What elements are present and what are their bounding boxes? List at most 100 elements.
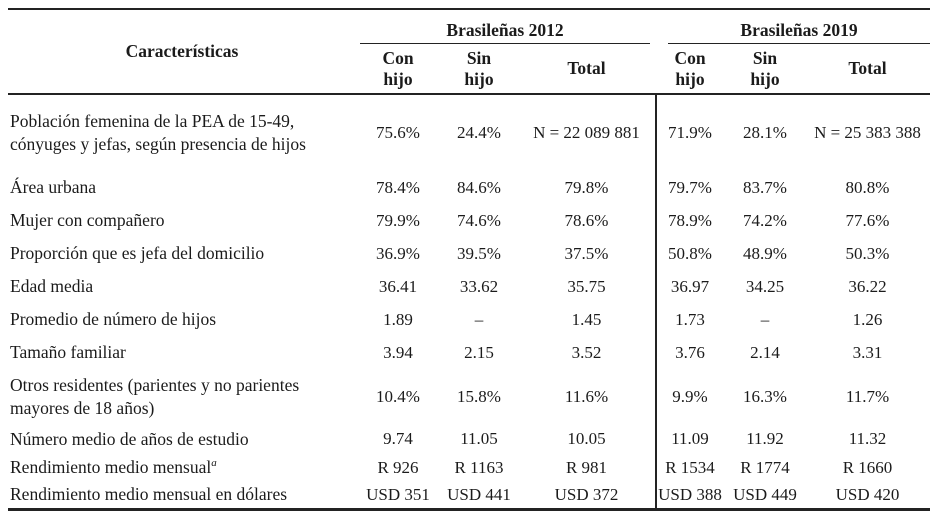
cell-2019-total: 36.22: [848, 276, 887, 296]
subheader-sin-hijo-2012: Sin hijo: [464, 48, 494, 89]
table-row-anos-de-estudio: Número medio de años de estudio 9.74 11.…: [8, 424, 930, 454]
cell-2019-total: N = 25 383 388: [814, 123, 921, 142]
row-label: Otros residentes (parientes y no parient…: [10, 374, 300, 418]
row-label: Promedio de número de hijos: [10, 309, 217, 330]
cell-2019-total: 50.3%: [845, 243, 890, 263]
cell-2019-total: R 1660: [842, 457, 893, 477]
cell-2012-con-hijo: 10.4%: [376, 386, 420, 406]
row-label: Área urbana: [10, 177, 96, 198]
group-header-brasilenas-2019: Brasileñas 2019: [668, 10, 930, 44]
cell-2019-con-hijo: 79.7%: [668, 177, 712, 197]
table-row-mujer-con-companero: Mujer con compañero 79.9% 74.6% 78.6% 78…: [8, 204, 930, 237]
cell-2012-sin-hijo: –: [474, 309, 484, 329]
table-row-poblacion-femenina: Población femenina de la PEA de 15-49, c…: [8, 95, 930, 171]
cell-2012-con-hijo: 1.89: [383, 309, 413, 329]
cell-2012-total: 78.6%: [564, 210, 609, 230]
subheader-sin-hijo-2019: Sin hijo: [750, 48, 780, 89]
row-label: Número medio de años de estudio: [10, 428, 249, 449]
cell-2012-total: USD 372: [554, 484, 619, 504]
cell-2012-total: 79.8%: [564, 177, 609, 197]
cell-2019-con-hijo: 71.9%: [668, 123, 712, 142]
subheader-con-hijo-2012: Con hijo: [382, 48, 414, 89]
cell-2012-con-hijo: 9.74: [383, 429, 413, 448]
row-label: Rendimiento medio mensual en dólares: [10, 484, 288, 505]
cell-2012-total: 11.6%: [564, 386, 609, 406]
subheader-con-hijo-2019: Con hijo: [674, 48, 706, 89]
cell-2012-sin-hijo: 39.5%: [457, 243, 501, 263]
cell-2019-con-hijo: 11.09: [671, 429, 709, 448]
table-row-otros-residentes: Otros residentes (parientes y no parient…: [8, 369, 930, 424]
row-label: Proporción que es jefa del domicilio: [10, 243, 265, 264]
cell-2019-sin-hijo: R 1774: [740, 457, 790, 477]
cell-2012-sin-hijo: 74.6%: [457, 210, 501, 230]
group-header-brasilenas-2012: Brasileñas 2012: [360, 10, 650, 44]
cell-2019-sin-hijo: 28.1%: [743, 123, 787, 142]
cell-2012-con-hijo: 78.4%: [376, 177, 420, 197]
cell-2019-total: 11.32: [848, 429, 887, 448]
group-header-2012-label: Brasileñas 2012: [446, 20, 564, 40]
cell-2019-con-hijo: R 1534: [665, 457, 715, 477]
group-header-2019-label: Brasileñas 2019: [740, 20, 858, 40]
cell-2019-total: 77.6%: [845, 210, 890, 230]
cell-2012-total: 1.45: [571, 309, 602, 329]
cell-2019-total: 3.31: [852, 342, 883, 362]
cell-2012-total: 35.75: [567, 276, 606, 296]
cell-2012-sin-hijo: USD 441: [447, 484, 511, 504]
cell-2012-con-hijo: 3.94: [383, 342, 413, 362]
table-row-tamano-familiar: Tamaño familiar 3.94 2.15 3.52 3.76 2.14…: [8, 336, 930, 369]
cell-2012-sin-hijo: 2.15: [464, 342, 494, 362]
cell-2012-con-hijo: 36.41: [378, 276, 418, 296]
cell-2019-con-hijo: 78.9%: [668, 210, 712, 230]
row-label: Rendimiento medio mensuala: [10, 457, 217, 478]
cell-2019-con-hijo: 36.97: [670, 276, 710, 296]
cell-2012-sin-hijo: 24.4%: [457, 123, 501, 142]
cell-2019-con-hijo: 9.9%: [672, 386, 708, 406]
subheader-total-2019: Total: [848, 58, 887, 79]
subheader-total-2012: Total: [567, 58, 606, 79]
row-label: Edad media: [10, 276, 94, 297]
cell-2012-total: 10.05: [567, 429, 606, 448]
cell-2012-con-hijo: 75.6%: [376, 123, 420, 142]
year-group-divider: [655, 95, 657, 508]
table-row-promedio-hijos: Promedio de número de hijos 1.89 – 1.45 …: [8, 303, 930, 336]
row-label: Tamaño familiar: [10, 342, 126, 363]
cell-2019-total: 11.7%: [845, 386, 890, 406]
cell-2012-total: R 981: [565, 457, 608, 477]
table-body: Población femenina de la PEA de 15-49, c…: [8, 95, 930, 508]
cell-2019-sin-hijo: 16.3%: [743, 386, 787, 406]
cell-2019-sin-hijo: 74.2%: [743, 210, 787, 230]
cell-2012-con-hijo: R 926: [377, 457, 419, 477]
table-row-jefa-del-domicilio: Proporción que es jefa del domicilio 36.…: [8, 237, 930, 270]
cell-2012-con-hijo: 36.9%: [376, 243, 420, 263]
table-row-rendimiento-dolares: Rendimiento medio mensual en dólares USD…: [8, 481, 930, 508]
cell-2012-sin-hijo: 84.6%: [457, 177, 501, 197]
row-label: Población femenina de la PEA de 15-49, c…: [10, 111, 306, 154]
cell-2012-sin-hijo: 11.05: [460, 429, 498, 448]
cell-2019-sin-hijo: 2.14: [750, 342, 780, 362]
table-row-rendimiento-mensual: Rendimiento medio mensuala R 926 R 1163 …: [8, 454, 930, 481]
cell-2019-con-hijo: 3.76: [675, 342, 705, 362]
cell-2012-sin-hijo: 15.8%: [457, 386, 501, 406]
cell-2019-total: USD 420: [835, 484, 900, 504]
cell-2019-sin-hijo: 34.25: [745, 276, 785, 296]
cell-2012-total: 37.5%: [564, 243, 609, 263]
cell-2019-sin-hijo: 48.9%: [743, 243, 787, 263]
cell-2019-total: 80.8%: [845, 177, 890, 197]
cell-2019-sin-hijo: USD 449: [733, 484, 797, 504]
cell-2019-con-hijo: USD 388: [658, 484, 722, 504]
row-label: Mujer con compañero: [10, 210, 165, 231]
column-header-caracteristicas: Características: [125, 41, 239, 61]
cell-2019-sin-hijo: –: [760, 309, 770, 329]
cell-2012-total: N = 22 089 881: [533, 123, 640, 142]
cell-2019-total: 1.26: [852, 309, 883, 329]
cell-2012-sin-hijo: R 1163: [454, 457, 504, 477]
table-row-area-urbana: Área urbana 78.4% 84.6% 79.8% 79.7% 83.7…: [8, 171, 930, 204]
characteristics-table: Características Brasileñas 2012 Brasileñ…: [8, 8, 930, 511]
table-row-edad-media: Edad media 36.41 33.62 35.75 36.97 34.25…: [8, 270, 930, 303]
cell-2012-con-hijo: 79.9%: [376, 210, 420, 230]
cell-2019-sin-hijo: 83.7%: [743, 177, 787, 197]
footnote-marker-a: a: [211, 457, 217, 470]
cell-2012-con-hijo: USD 351: [366, 484, 430, 504]
cell-2019-con-hijo: 50.8%: [668, 243, 712, 263]
